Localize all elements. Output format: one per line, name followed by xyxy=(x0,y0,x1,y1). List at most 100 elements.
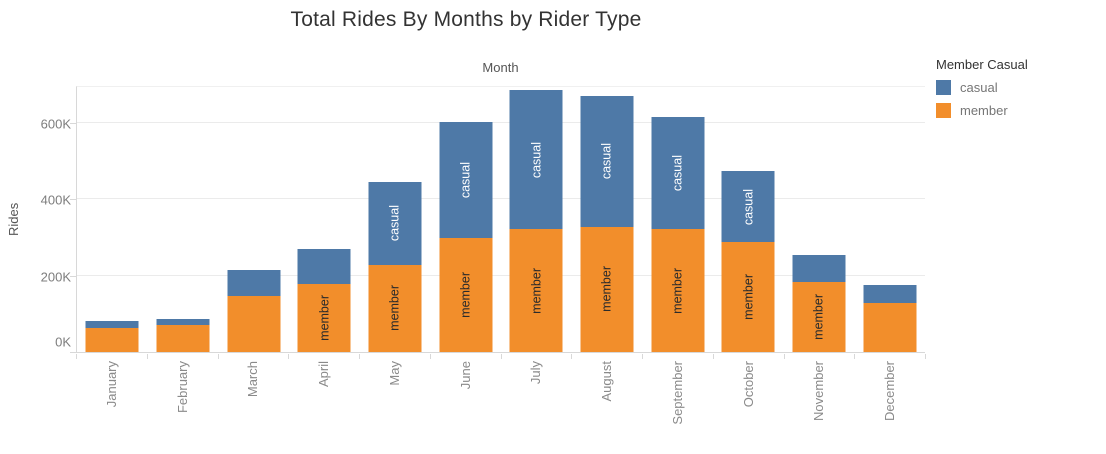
y-tick-mark xyxy=(70,199,76,200)
bar-label-casual-july: casual xyxy=(529,141,544,178)
bar-march xyxy=(227,270,281,352)
gridline-400k xyxy=(77,198,925,199)
bar-segment-member-july[interactable]: member xyxy=(509,229,563,352)
legend-label-member: member xyxy=(960,103,1008,118)
legend-swatch-member[interactable] xyxy=(936,103,951,118)
bar-segment-casual-august[interactable]: casual xyxy=(580,96,634,227)
x-axis-label-july: July xyxy=(528,361,544,385)
x-tick-mark xyxy=(429,354,431,359)
x-axis-label-may: May xyxy=(386,361,402,386)
bar-december xyxy=(863,285,917,352)
bar-july: member casual xyxy=(509,90,563,352)
bar-segment-casual-december[interactable] xyxy=(863,285,917,303)
x-tick-mark xyxy=(500,354,502,359)
x-axis-label-november: November xyxy=(811,361,827,421)
x-tick-mark xyxy=(712,354,714,359)
legend-label-casual: casual xyxy=(960,80,998,95)
bar-label-casual-june: casual xyxy=(458,161,473,198)
bar-segment-casual-may[interactable]: casual xyxy=(368,181,422,265)
x-axis-label-june: June xyxy=(457,361,473,390)
bar-label-casual-september: casual xyxy=(670,154,685,191)
column-slot-april: member xyxy=(289,87,360,352)
legend: Member Casual casual member xyxy=(936,57,1028,118)
x-tick-mark xyxy=(925,354,926,359)
legend-swatch-casual[interactable] xyxy=(936,80,951,95)
bar-segment-casual-march[interactable] xyxy=(227,270,281,297)
bar-segment-member-june[interactable]: member xyxy=(439,237,493,352)
x-tick-mark xyxy=(217,354,219,359)
column-slot-march xyxy=(218,87,289,352)
bar-label-member-october: member xyxy=(741,274,756,321)
bars-layer: member member casual member casual member casu… xyxy=(77,87,925,352)
x-axis-label-december: December xyxy=(882,361,898,421)
bar-segment-casual-october[interactable]: casual xyxy=(721,171,775,243)
bar-segment-member-february[interactable] xyxy=(156,324,210,352)
column-slot-november: member xyxy=(784,87,855,352)
x-tick-mark xyxy=(146,354,148,359)
bar-segment-member-september[interactable]: member xyxy=(651,228,705,352)
y-tick-label-200k: 200K xyxy=(40,269,71,284)
y-axis-tick-marks xyxy=(70,86,76,353)
gridline-600k xyxy=(77,121,925,123)
y-tick-mark xyxy=(70,275,76,277)
bar-segment-member-october[interactable]: member xyxy=(721,242,775,352)
bar-october: member casual xyxy=(721,171,775,352)
bar-label-casual-october: casual xyxy=(741,188,756,225)
month-label-slot: July xyxy=(501,361,572,451)
bar-label-member-july: member xyxy=(529,267,544,314)
x-tick-mark xyxy=(288,354,290,359)
bar-segment-casual-april[interactable] xyxy=(297,248,351,284)
month-label-slot: March xyxy=(218,361,289,451)
bar-label-casual-may: casual xyxy=(387,205,402,242)
bar-segment-member-august[interactable]: member xyxy=(580,226,634,352)
bar-november: member xyxy=(792,255,846,352)
bar-segment-casual-september[interactable]: casual xyxy=(651,116,705,229)
x-axis-label-march: March xyxy=(245,361,261,398)
bar-label-member-april: member xyxy=(317,295,332,341)
x-axis-tick-marks xyxy=(76,354,926,359)
bar-segment-casual-january[interactable] xyxy=(85,321,139,328)
column-slot-july: member casual xyxy=(501,87,572,352)
bar-april: member xyxy=(297,248,351,352)
bar-segment-casual-july[interactable]: casual xyxy=(509,90,563,230)
bar-segment-casual-february[interactable] xyxy=(156,318,210,325)
x-axis-labels: January February March April May June July Augu… xyxy=(76,361,925,451)
bar-label-member-november: member xyxy=(811,293,826,340)
bar-label-member-august: member xyxy=(599,266,614,313)
month-label-slot: April xyxy=(288,361,359,451)
legend-item-member[interactable]: member xyxy=(936,103,1028,118)
y-tick-label-0k: 0K xyxy=(55,334,71,350)
legend-items: casual member xyxy=(936,80,1028,118)
legend-item-casual[interactable]: casual xyxy=(936,80,1028,95)
column-slot-may: member casual xyxy=(360,87,431,352)
x-axis-label-august: August xyxy=(599,361,615,402)
bar-segment-casual-june[interactable]: casual xyxy=(439,121,493,238)
y-tick-label-400k: 400K xyxy=(40,192,71,208)
month-label-slot: September xyxy=(642,361,713,451)
x-tick-mark xyxy=(76,354,77,359)
x-axis-label-september: September xyxy=(669,361,685,425)
bar-segment-member-december[interactable] xyxy=(863,302,917,352)
column-slot-january xyxy=(77,87,148,352)
legend-title: Member Casual xyxy=(936,57,1028,72)
x-axis-label-february: February xyxy=(174,361,190,414)
y-tick-mark xyxy=(70,122,76,124)
bar-segment-member-january[interactable] xyxy=(85,327,139,352)
bar-label-casual-august: casual xyxy=(599,143,614,180)
month-label-slot: November xyxy=(784,361,855,451)
x-tick-mark xyxy=(642,354,643,359)
bar-label-member-june: member xyxy=(458,271,473,318)
y-tick-mark xyxy=(70,352,76,353)
bar-segment-member-november[interactable]: member xyxy=(792,281,846,352)
x-tick-mark xyxy=(571,354,573,359)
bar-segment-member-may[interactable]: member xyxy=(368,264,422,352)
bar-september: member casual xyxy=(651,116,705,352)
bar-segment-casual-november[interactable] xyxy=(792,255,846,282)
column-slot-june: member casual xyxy=(430,87,501,352)
bar-segment-member-march[interactable] xyxy=(227,296,281,352)
month-label-slot: December xyxy=(854,361,925,451)
x-axis-label-october: October xyxy=(740,361,756,408)
bar-segment-member-april[interactable]: member xyxy=(297,283,351,352)
bar-january xyxy=(85,321,139,352)
column-slot-august: member casual xyxy=(572,87,643,352)
